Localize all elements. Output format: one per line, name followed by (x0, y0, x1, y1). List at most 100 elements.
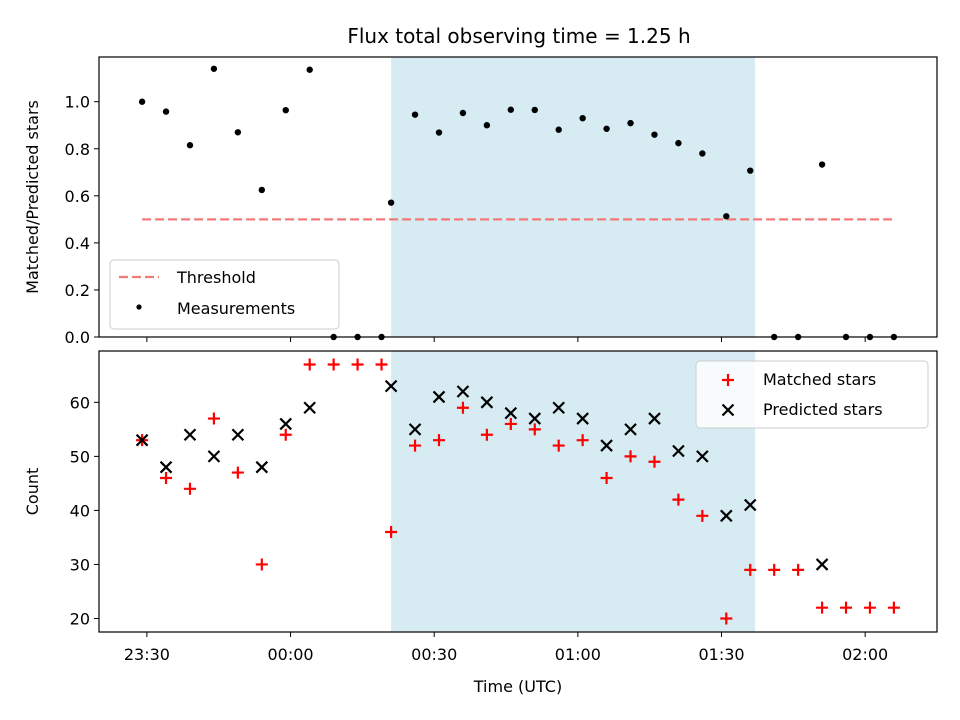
data-point (231, 466, 244, 479)
data-point (483, 122, 491, 129)
data-point (816, 601, 829, 614)
data-point (408, 423, 422, 436)
data-point (699, 150, 706, 157)
y-tick-label: 0.4 (65, 234, 90, 253)
legend-box (109, 259, 340, 330)
data-point (327, 358, 340, 371)
data-point (818, 161, 826, 168)
data-point (480, 396, 494, 409)
data-point (768, 563, 781, 576)
data-point (648, 412, 661, 425)
data-point (303, 401, 316, 415)
y-tick-label: 30 (70, 555, 90, 574)
data-point (675, 139, 682, 147)
data-point (600, 471, 613, 484)
data-point (138, 98, 146, 105)
series-matched-stars (136, 358, 900, 625)
x-axis-label: Time (UTC) (473, 677, 562, 696)
series-predicted-stars (135, 379, 829, 571)
series-measurements (138, 65, 898, 341)
data-point (432, 434, 445, 447)
top-panel: 0.0 0.2 0.4 0.6 0.8 1.0 Matched/Predicted star… (23, 56, 938, 347)
data-point (743, 498, 757, 512)
data-point (528, 412, 542, 425)
data-point (747, 167, 754, 174)
y-tick-label: 50 (70, 447, 90, 466)
data-point (576, 434, 589, 447)
data-point (600, 439, 613, 452)
data-point (744, 563, 757, 576)
data-point (672, 444, 685, 458)
x-tick-label: 23:30 (124, 645, 170, 664)
y-tick-label: 60 (70, 393, 90, 412)
x-tick-label: 02:00 (842, 645, 888, 664)
data-point (409, 439, 422, 452)
axes-frame (98, 350, 938, 633)
chart-title: Flux total observing time = 1.25 h (347, 24, 690, 48)
data-point (507, 106, 515, 113)
data-point (887, 601, 900, 614)
x-tick-label: 01:00 (555, 645, 601, 664)
data-point (160, 471, 173, 484)
data-point (306, 66, 313, 73)
data-point (648, 455, 661, 468)
data-point (840, 601, 853, 614)
legend-label: Predicted stars (763, 400, 883, 419)
data-point (696, 509, 709, 522)
data-point (207, 412, 220, 425)
y-tick-label: 0.6 (65, 187, 90, 206)
data-point (385, 526, 398, 539)
data-point (720, 509, 733, 523)
data-point (863, 601, 876, 614)
data-point (231, 428, 245, 442)
data-point (504, 406, 518, 420)
data-point (459, 109, 467, 117)
legend-measurement-swatch (136, 304, 142, 310)
data-point (351, 358, 364, 371)
data-point (579, 114, 586, 122)
data-point (258, 186, 266, 194)
data-point (435, 129, 443, 136)
data-point (387, 199, 395, 206)
data-point (672, 493, 685, 506)
legend: Matched stars Predicted stars (695, 360, 929, 429)
data-point (603, 125, 610, 132)
data-point (255, 460, 269, 474)
data-point (279, 428, 292, 441)
data-point (135, 433, 149, 447)
data-point (234, 129, 242, 136)
data-point (720, 612, 733, 625)
y-tick-label: 20 (70, 609, 90, 628)
data-point (432, 390, 446, 404)
y-tick-label: 40 (70, 501, 90, 520)
y-axis-label: Count (23, 468, 42, 516)
data-point (183, 428, 197, 442)
data-point (504, 417, 517, 430)
data-point (159, 460, 173, 474)
y-tick-label: 0.0 (65, 328, 90, 347)
data-point (555, 126, 562, 133)
data-point (627, 119, 634, 127)
legend-predicted-swatch (721, 403, 735, 417)
axes-frame (98, 56, 938, 338)
data-point (162, 108, 170, 115)
x-tick-label: 00:30 (411, 645, 457, 664)
data-point (255, 558, 268, 571)
legend-matched-swatch (722, 374, 734, 386)
legend-label: Measurements (177, 299, 295, 318)
data-point (186, 142, 194, 149)
data-point (384, 379, 398, 393)
data-point (624, 423, 637, 436)
data-point (723, 213, 730, 220)
data-point (624, 450, 637, 463)
data-point (815, 558, 829, 571)
highlight-span (391, 57, 756, 337)
data-point (456, 401, 469, 414)
data-point (183, 482, 196, 495)
x-tick-label: 00:00 (267, 645, 313, 664)
y-axis-label: Matched/Predicted stars (23, 100, 42, 294)
data-point (528, 423, 541, 436)
data-point (651, 131, 658, 138)
legend: Threshold Measurements (109, 259, 340, 330)
